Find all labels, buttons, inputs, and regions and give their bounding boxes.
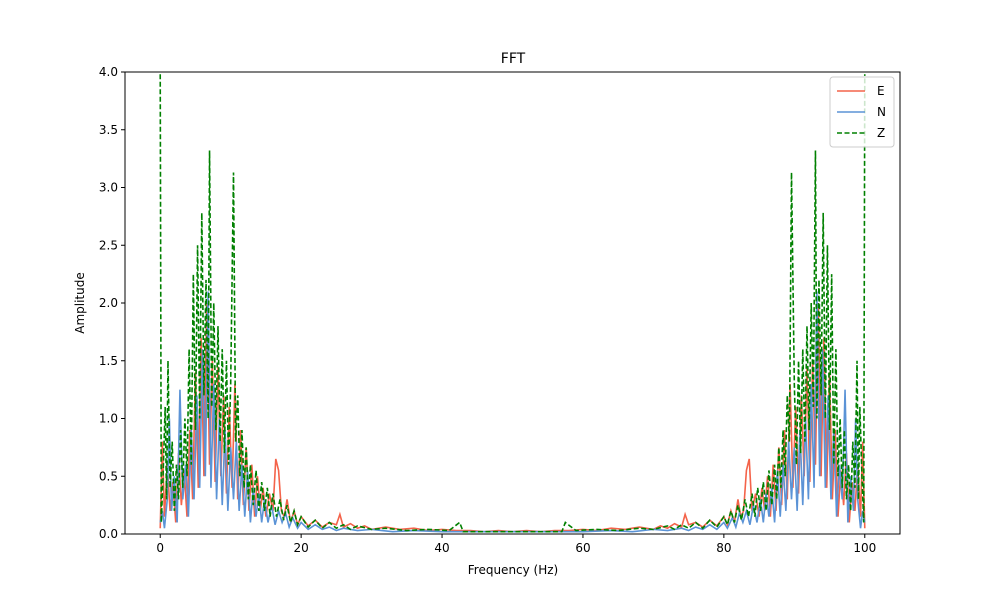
x-tick-label: 0 bbox=[156, 541, 164, 555]
y-tick-label: 2.5 bbox=[99, 238, 118, 252]
y-axis-label: Amplitude bbox=[73, 272, 87, 334]
y-tick-label: 4.0 bbox=[99, 65, 118, 79]
legend-label-z: Z bbox=[877, 126, 885, 140]
legend-label-n: N bbox=[877, 105, 886, 119]
chart-title: FFT bbox=[501, 51, 526, 67]
axes-layer: 0 20 40 60 80 100 0.0 0.5 1.0 1.5 2.0 2.5 3.0 3.5 4.0 bbox=[99, 65, 901, 555]
legend-label-e: E bbox=[877, 84, 885, 98]
x-tick-label: 60 bbox=[575, 541, 590, 555]
y-tick-label: 1.5 bbox=[99, 354, 118, 368]
x-axis-label: Frequency (Hz) bbox=[468, 563, 559, 577]
y-tick-label: 2.0 bbox=[99, 296, 118, 310]
y-tick-label: 3.5 bbox=[99, 123, 118, 137]
y-tick-label: 0.0 bbox=[99, 527, 118, 541]
legend: ENZ bbox=[829, 76, 895, 148]
series-line-z bbox=[159, 74, 866, 533]
x-tick-label: 20 bbox=[293, 541, 308, 555]
y-tick-label: 0.5 bbox=[99, 469, 118, 483]
x-tick-label: 80 bbox=[716, 541, 731, 555]
series-layer bbox=[159, 74, 866, 533]
x-tick-label: 100 bbox=[853, 541, 876, 555]
y-tick-label: 3.0 bbox=[99, 181, 118, 195]
y-tick-label: 1.0 bbox=[99, 412, 118, 426]
x-tick-label: 40 bbox=[434, 541, 449, 555]
